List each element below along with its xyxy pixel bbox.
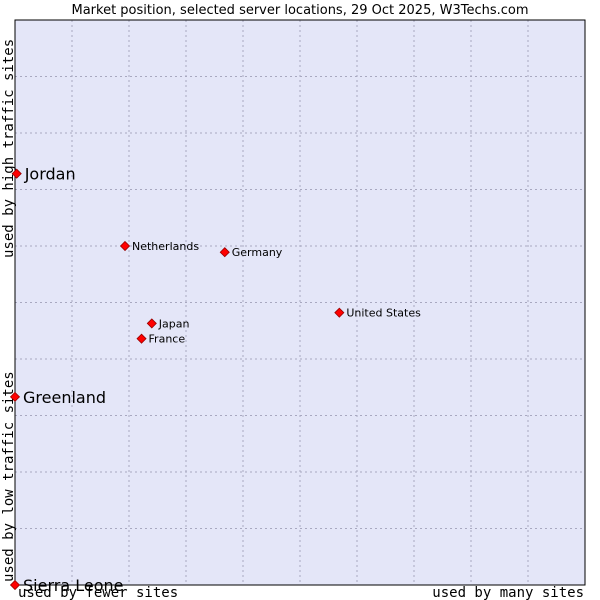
x-axis-label-right: used by many sites	[432, 585, 584, 600]
point-label-japan: Japan	[158, 317, 190, 330]
point-marker-jordan	[11, 168, 22, 179]
point-label-germany: Germany	[232, 246, 283, 259]
point-marker-greenland	[9, 391, 21, 402]
data-points: Jordan Greenland Sierra Leone Netherlands Ge…	[9, 165, 421, 595]
point-label-sierra-leone: Sierra Leone	[23, 576, 123, 595]
point-marker-germany	[219, 247, 230, 258]
point-label-greenland: Greenland	[23, 388, 106, 407]
point-marker-japan	[146, 318, 157, 329]
x-axis-label-left: used by fewer sites	[18, 585, 178, 600]
point-label-netherlands: Netherlands	[132, 240, 199, 253]
point-label-france: France	[149, 333, 186, 346]
point-label-jordan: Jordan	[24, 165, 76, 184]
point-marker-netherlands	[119, 240, 131, 252]
point-label-united-states: United States	[346, 307, 421, 320]
y-axis-label-top: used by high traffic sites	[1, 39, 17, 258]
y-axis-label-bottom: used by low traffic sites	[1, 371, 17, 582]
chart-title: Market position, selected server locatio…	[71, 3, 528, 18]
point-marker-france	[136, 333, 147, 344]
grid	[15, 20, 585, 585]
point-marker-united-states	[334, 307, 345, 318]
point-marker-sierra-leone	[9, 579, 21, 591]
plot-border	[14, 19, 586, 586]
